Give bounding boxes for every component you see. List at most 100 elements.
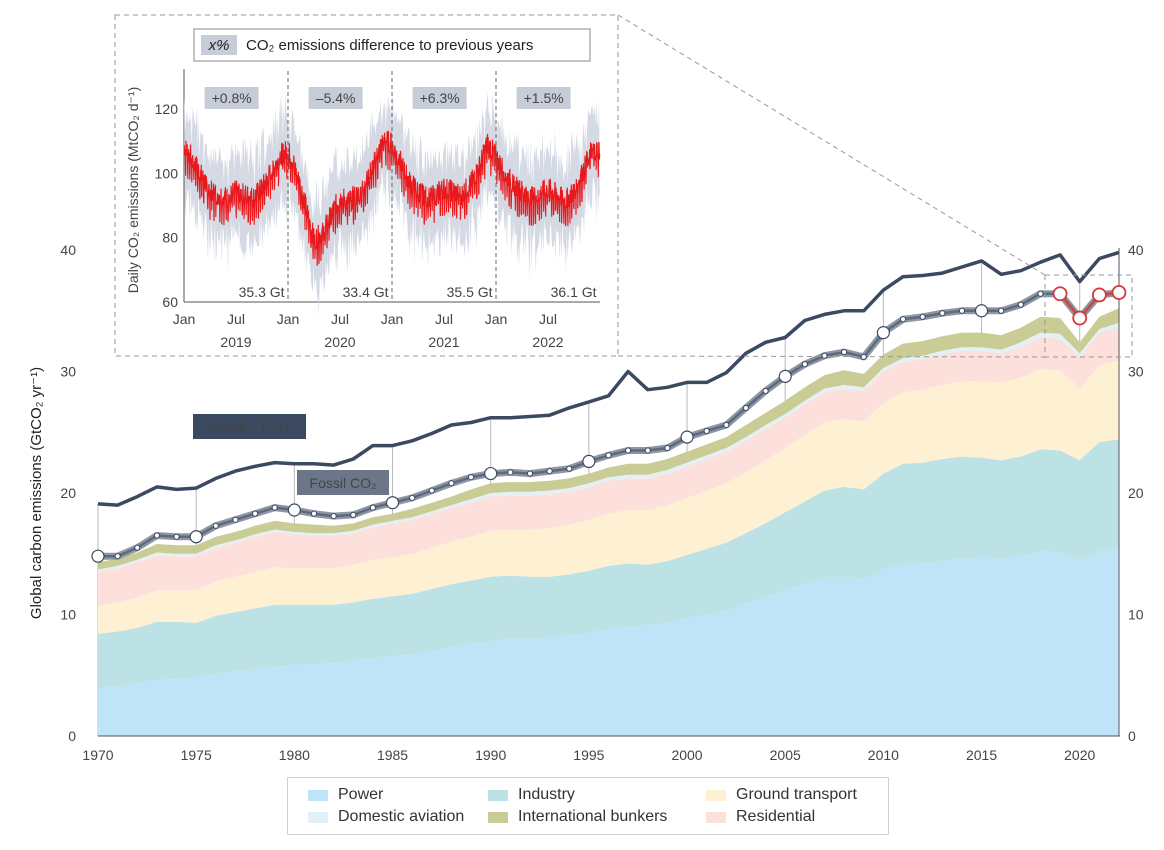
inset-change-label: +6.3% bbox=[420, 90, 460, 106]
inset-x-tick-label: Jul bbox=[331, 311, 349, 327]
y-tick-label-right: 30 bbox=[1128, 364, 1144, 380]
fossil-co2-point bbox=[625, 447, 632, 454]
fossil-co2-point bbox=[330, 512, 337, 520]
fossil-co2-highlight-point bbox=[1052, 286, 1068, 302]
inset-legend-box bbox=[193, 28, 591, 62]
fossil-co2-point bbox=[680, 430, 694, 444]
y-tick-label-right: 10 bbox=[1128, 607, 1144, 623]
y-tick-label-left: 30 bbox=[60, 364, 76, 380]
x-tick-label: 2000 bbox=[671, 747, 702, 763]
y-tick-label-left: 40 bbox=[60, 242, 76, 258]
fossil-co2-highlight-point bbox=[1091, 287, 1107, 303]
x-tick-label: 2005 bbox=[770, 747, 801, 763]
fossil-co2-point bbox=[369, 504, 376, 511]
fossil-co2-point bbox=[1017, 301, 1024, 308]
legend-label: Industry bbox=[518, 786, 575, 803]
inset-year-label: 2019 bbox=[220, 334, 251, 350]
legend-item-power: Power bbox=[308, 786, 383, 804]
inset-year-label: 2022 bbox=[532, 334, 563, 350]
sector-areas bbox=[98, 308, 1119, 736]
fossil-co2-point bbox=[467, 474, 475, 481]
x-tick-label: 1975 bbox=[181, 747, 212, 763]
fossil-co2-point bbox=[899, 316, 907, 323]
legend-item-industry: Industry bbox=[488, 786, 575, 804]
x-tick-label: 1990 bbox=[475, 747, 506, 763]
fossil-co2-point bbox=[173, 533, 180, 540]
area-domestic-aviation bbox=[98, 322, 1119, 572]
legend-swatch-ground-transport bbox=[706, 789, 726, 801]
x-tick-label: 1970 bbox=[82, 747, 113, 763]
zoom-indicator bbox=[617, 14, 1133, 358]
legend-swatch-residential bbox=[706, 811, 726, 823]
legend-label: Residential bbox=[736, 808, 816, 825]
daily-emissions-inset: 60 80 100 120 +0.8% –5.4% +6.3% +1.5% 35.3 Gt 33.… bbox=[114, 14, 619, 357]
zoom-box bbox=[1044, 274, 1133, 358]
area-power bbox=[98, 547, 1119, 736]
fossil-co2-point bbox=[876, 326, 890, 340]
fossil-co2-point bbox=[664, 444, 671, 452]
inset-x-tick-label: Jan bbox=[277, 311, 300, 327]
legend-label: Power bbox=[338, 786, 384, 803]
fossil-co2-point bbox=[91, 549, 105, 563]
inset-change-label: +0.8% bbox=[212, 90, 252, 106]
inset-total-label: 35.3 Gt bbox=[239, 284, 285, 300]
inset-y-tick-label: 100 bbox=[155, 165, 179, 181]
fossil-co2-point bbox=[801, 361, 808, 368]
fossil-co2-point bbox=[582, 454, 596, 469]
area-ground-transport bbox=[98, 360, 1119, 634]
y-tick-label-left: 10 bbox=[60, 607, 76, 623]
inset-y-tick-label: 120 bbox=[155, 101, 179, 117]
inset-y-tick-label: 80 bbox=[162, 230, 178, 246]
inset-change-label: –5.4% bbox=[316, 90, 356, 106]
legend-item-domestic-aviation: Domestic aviation bbox=[308, 808, 464, 826]
inset-year-label: 2020 bbox=[324, 334, 355, 350]
fossil-co2-point bbox=[644, 447, 651, 454]
main-y-axis-title: Global carbon emissions (GtCO₂ yr⁻¹) bbox=[28, 367, 45, 619]
x-tick-label: 2020 bbox=[1064, 747, 1095, 763]
zoom-connector-bottom bbox=[617, 355, 1046, 358]
area-international-bunkers bbox=[98, 308, 1119, 570]
inset-change-label: +1.5% bbox=[524, 90, 564, 106]
sector-legend: Power Domestic aviation Industry Interna… bbox=[287, 777, 889, 835]
legend-label: Ground transport bbox=[736, 786, 857, 803]
x-tick-label: 1985 bbox=[377, 747, 408, 763]
legend-swatch-power bbox=[308, 789, 328, 801]
fossil-co2-point bbox=[310, 510, 318, 517]
inset-y-tick-label: 60 bbox=[162, 294, 178, 310]
inset-x-tick-label: Jul bbox=[539, 311, 557, 327]
fossil-luc-label-box bbox=[193, 414, 306, 439]
legend-item-international-bunkers: International bunkers bbox=[488, 808, 667, 826]
inset-content: 60 80 100 120 +0.8% –5.4% +6.3% +1.5% 35.3 Gt 33.… bbox=[155, 69, 601, 350]
fossil-co2-point bbox=[566, 465, 573, 472]
legend-label: Domestic aviation bbox=[338, 808, 465, 825]
inset-title: CO₂ emissions difference to previous yea… bbox=[246, 37, 533, 54]
fossil-co2-point bbox=[507, 469, 514, 476]
y-tick-label-right: 20 bbox=[1128, 485, 1144, 501]
fossil-co2-point bbox=[484, 466, 498, 481]
fossil-co2-point bbox=[762, 387, 769, 395]
y-tick-label-right: 0 bbox=[1128, 728, 1136, 744]
inset-legend-symbol: x% bbox=[208, 37, 230, 54]
inset-change-badge bbox=[204, 87, 259, 109]
fossil-co2-point bbox=[153, 532, 161, 539]
inset-x-tick-label: Jan bbox=[173, 311, 196, 327]
fossil-co2-point bbox=[939, 310, 946, 317]
fossil-luc-label: Fossil + LUC bbox=[209, 419, 290, 435]
fossil-co2-point bbox=[778, 369, 792, 383]
inset-total-label: 33.4 Gt bbox=[343, 284, 389, 300]
inset-change-badge bbox=[412, 87, 467, 109]
fossil-co2-point bbox=[428, 487, 435, 494]
inset-x-tick-label: Jul bbox=[227, 311, 245, 327]
fossil-co2-point bbox=[134, 544, 141, 551]
fossil-co2-point bbox=[841, 348, 848, 356]
fossil-co2-point bbox=[919, 313, 926, 320]
fossil-co2-point bbox=[958, 307, 966, 314]
fossil-luc-line bbox=[97, 250, 1120, 507]
inset-total-label: 35.5 Gt bbox=[447, 284, 493, 300]
fossil-co2-point bbox=[448, 480, 455, 487]
fossil-co2-point bbox=[189, 530, 203, 544]
fossil-co2-point bbox=[385, 496, 400, 510]
inset-legend-swatch bbox=[201, 35, 237, 55]
fossil-co2-label: Fossil CO₂ bbox=[310, 475, 377, 491]
